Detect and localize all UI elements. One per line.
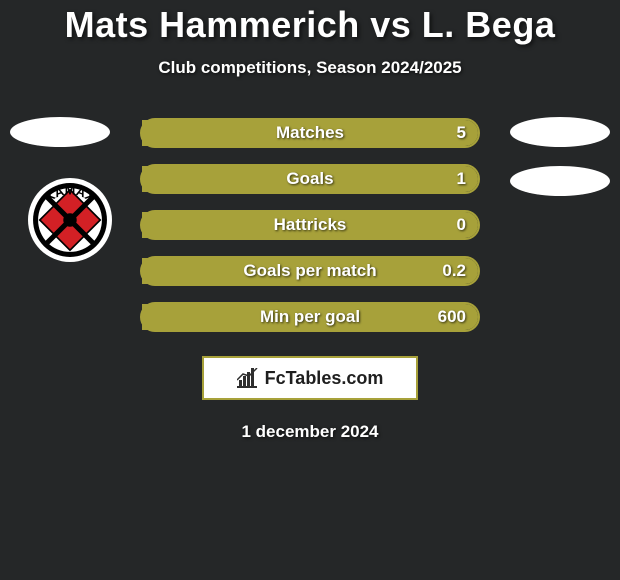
stat-row: Matches 5 (140, 118, 480, 148)
stat-label: Min per goal (260, 307, 360, 327)
club-left-badge: XAMAX (28, 178, 112, 262)
stat-label: Goals per match (243, 261, 376, 281)
page-title: Mats Hammerich vs L. Bega (65, 4, 556, 46)
stat-row: Goals per match 0.2 (140, 256, 480, 286)
stat-row: Goals 1 (140, 164, 480, 194)
page-subtitle: Club competitions, Season 2024/2025 (158, 58, 461, 78)
player-left-placeholder (10, 117, 110, 147)
chart-bar-icon (237, 368, 261, 388)
stat-label: Hattricks (274, 215, 347, 235)
brand-box[interactable]: FcTables.com (202, 356, 418, 400)
stat-row: Min per goal 600 (140, 302, 480, 332)
stat-row: Hattricks 0 (140, 210, 480, 240)
stat-value-right: 600 (438, 307, 466, 327)
comparison-infographic: Mats Hammerich vs L. Bega Club competiti… (0, 0, 620, 442)
stat-label: Matches (276, 123, 344, 143)
generated-date: 1 december 2024 (241, 422, 378, 442)
stats-section: XAMAX Matches 5 Goals 1 Hattricks 0 Goals per … (0, 118, 620, 332)
stat-value-right: 0.2 (442, 261, 466, 281)
stat-value-right: 1 (457, 169, 466, 189)
stat-value-right: 0 (457, 215, 466, 235)
club-right-placeholder (510, 166, 610, 196)
stat-label: Goals (286, 169, 333, 189)
stat-value-right: 5 (457, 123, 466, 143)
player-right-placeholder (510, 117, 610, 147)
brand-label: FcTables.com (265, 368, 384, 389)
